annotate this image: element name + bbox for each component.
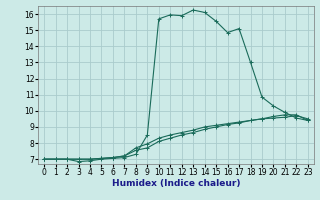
X-axis label: Humidex (Indice chaleur): Humidex (Indice chaleur) [112,179,240,188]
